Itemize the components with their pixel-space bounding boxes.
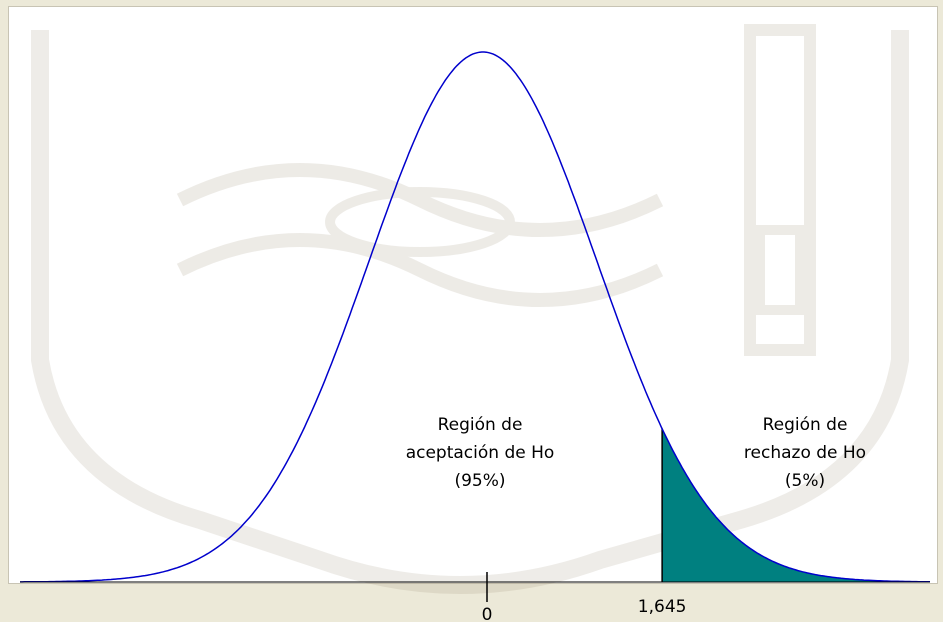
acceptance-label-line-3: (95%) — [454, 471, 505, 491]
acceptance-label-line-2: aceptación de Ho — [406, 443, 555, 463]
acceptance-label-line-1: Región de — [438, 415, 523, 435]
rejection-label-line-2: rechazo de Ho — [744, 443, 866, 463]
university-watermark-logo — [31, 24, 909, 594]
x-tick-label-critical: 1,645 — [638, 597, 687, 617]
rejection-region-area — [662, 428, 930, 582]
rejection-label-line-1: Región de — [763, 415, 848, 435]
x-tick-label-0: 0 — [482, 605, 493, 622]
chart-area — [8, 6, 938, 584]
rejection-label-line-3: (5%) — [785, 471, 825, 491]
normal-curve — [20, 51, 931, 583]
